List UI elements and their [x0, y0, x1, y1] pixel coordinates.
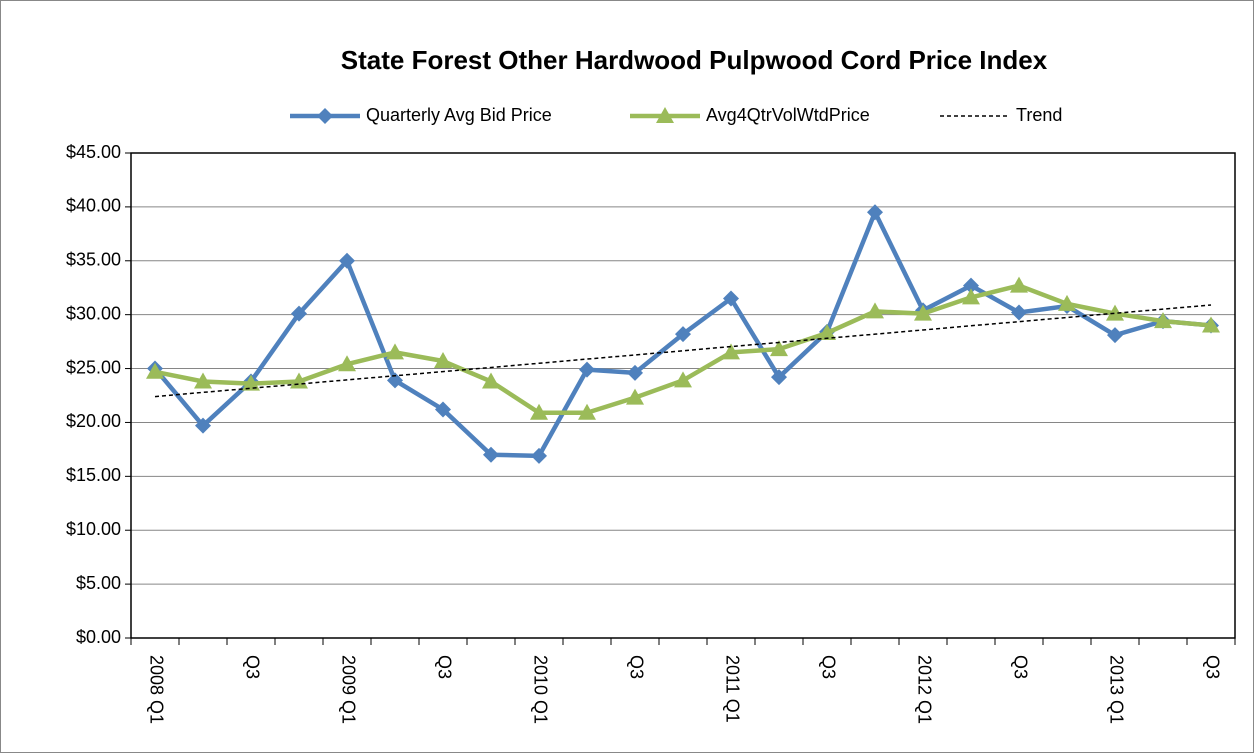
x-tick-label: Q3 — [626, 655, 646, 679]
x-tick-label: Q3 — [1202, 655, 1222, 679]
marker — [866, 302, 884, 319]
marker — [656, 107, 674, 123]
marker — [387, 372, 403, 389]
chart-title: State Forest Other Hardwood Pulpwood Cor… — [341, 45, 1048, 75]
marker — [867, 204, 883, 221]
y-tick-label: $40.00 — [66, 196, 121, 216]
legend-label: Trend — [1016, 105, 1062, 125]
marker — [530, 403, 548, 420]
x-tick-label: 2013 Q1 — [1106, 655, 1126, 724]
marker — [771, 369, 787, 386]
x-tick-label: Q3 — [818, 655, 838, 679]
marker — [818, 323, 836, 340]
marker — [146, 362, 164, 379]
marker — [770, 340, 788, 357]
marker — [962, 288, 980, 305]
y-tick-label: $5.00 — [76, 573, 121, 593]
marker — [339, 252, 355, 269]
marker — [317, 108, 333, 124]
marker — [675, 326, 691, 343]
y-tick-label: $10.00 — [66, 519, 121, 539]
marker — [291, 305, 307, 322]
y-tick-label: $20.00 — [66, 411, 121, 431]
x-tick-label: 2010 Q1 — [530, 655, 550, 724]
y-tick-label: $35.00 — [66, 250, 121, 270]
marker — [578, 403, 596, 420]
marker — [579, 361, 595, 378]
plot-area — [131, 153, 1235, 638]
x-tick-label: Q3 — [242, 655, 262, 679]
x-tick-label: 2012 Q1 — [914, 655, 934, 724]
marker — [338, 355, 356, 372]
marker — [482, 372, 500, 389]
marker — [1202, 316, 1220, 333]
x-tick-label: 2011 Q1 — [722, 655, 742, 723]
trend-line — [154, 304, 1212, 398]
marker — [434, 352, 452, 369]
marker — [674, 371, 692, 388]
marker — [627, 364, 643, 381]
x-tick-label: 2009 Q1 — [338, 655, 358, 724]
x-tick-label: Q3 — [1010, 655, 1030, 679]
marker — [914, 304, 932, 321]
marker — [195, 417, 211, 434]
marker — [722, 343, 740, 360]
marker — [435, 401, 451, 418]
plot-border — [130, 152, 1236, 639]
marker — [723, 290, 739, 307]
marker — [963, 277, 979, 294]
marker — [626, 388, 644, 405]
y-tick-label: $30.00 — [66, 303, 121, 323]
marker — [386, 343, 404, 360]
legend-label: Quarterly Avg Bid Price — [366, 105, 552, 125]
y-tick-label: $45.00 — [66, 142, 121, 162]
marker — [1106, 304, 1124, 321]
marker — [1010, 276, 1028, 293]
marker — [1058, 294, 1076, 311]
y-tick-label: $15.00 — [66, 465, 121, 485]
x-tick-label: Q3 — [434, 655, 454, 679]
x-tick-label: 2008 Q1 — [146, 655, 166, 724]
y-tick-label: $25.00 — [66, 357, 121, 377]
legend-label: Avg4QtrVolWtdPrice — [706, 105, 870, 125]
marker — [531, 447, 547, 464]
marker — [1011, 304, 1027, 321]
marker — [1107, 327, 1123, 344]
marker — [483, 446, 499, 463]
marker — [1154, 312, 1172, 329]
marker — [242, 374, 260, 391]
y-tick-label: $0.00 — [76, 627, 121, 647]
marker — [194, 372, 212, 389]
